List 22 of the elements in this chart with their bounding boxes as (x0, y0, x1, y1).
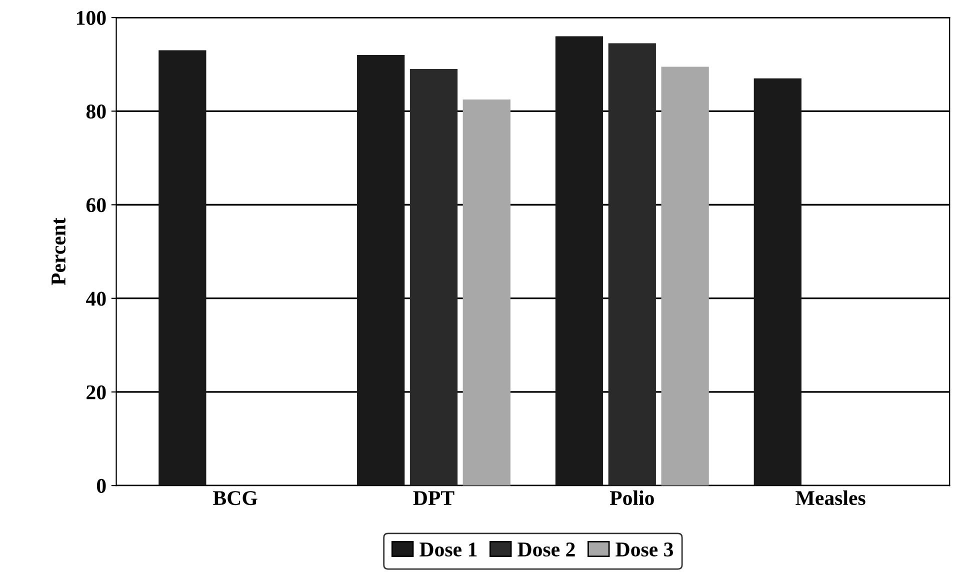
bar (555, 36, 604, 486)
y-tick-label: 100 (76, 10, 106, 25)
legend-label: Dose 1 (420, 542, 477, 557)
y-axis-title: Percent (52, 218, 66, 286)
y-tick-label: 80 (86, 104, 106, 119)
x-tick-label: DPT (413, 491, 454, 505)
bar (661, 66, 709, 486)
legend-label: Dose 2 (518, 542, 575, 557)
x-tick-label: Measles (796, 490, 866, 506)
y-tick-label: 0 (96, 478, 106, 493)
y-tick-label: 20 (86, 385, 106, 400)
bar (357, 54, 405, 486)
x-tick-label: Polio (610, 490, 654, 506)
legend-label: Dose 3 (616, 542, 674, 557)
y-tick-label: 40 (86, 292, 106, 306)
y-tick-label: 60 (86, 198, 106, 212)
x-tick-label: BCG (213, 491, 258, 506)
bar (608, 43, 656, 486)
bar (158, 50, 206, 486)
bar (462, 99, 510, 486)
bar (410, 69, 458, 486)
bar (754, 78, 802, 486)
